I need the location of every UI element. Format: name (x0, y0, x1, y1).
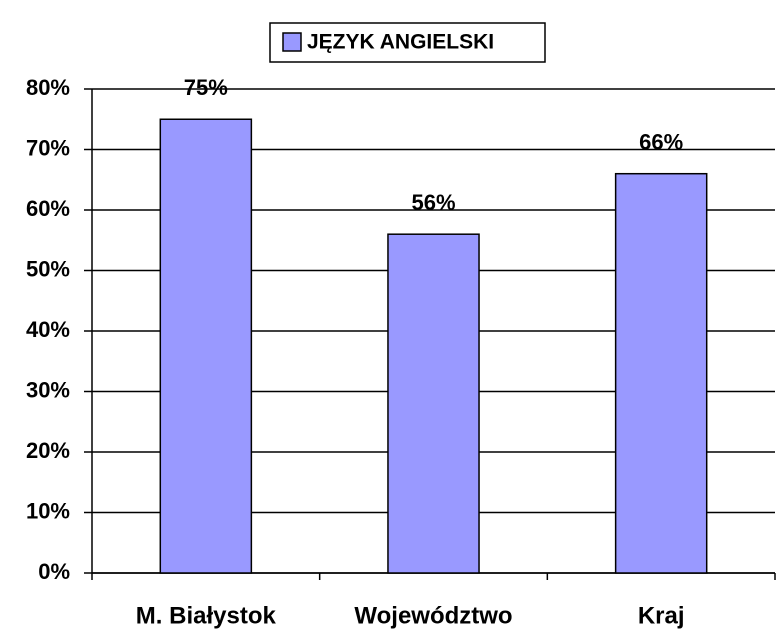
y-tick-label: 0% (38, 559, 70, 584)
y-tick-label: 10% (26, 498, 70, 523)
value-label: 56% (411, 190, 455, 215)
y-tick-label: 50% (26, 256, 70, 281)
bar (159, 118, 253, 574)
y-tick-label: 60% (26, 196, 70, 221)
value-label: 75% (184, 75, 228, 100)
value-label: 66% (639, 130, 683, 155)
bar (387, 233, 480, 574)
y-tick-label: 40% (26, 317, 70, 342)
bar (614, 172, 708, 574)
y-tick-label: 20% (26, 438, 70, 463)
x-tick-label: M. Białystok (136, 602, 277, 629)
legend-box (269, 22, 546, 63)
legend-swatch (282, 32, 302, 52)
y-tick-label: 30% (26, 377, 70, 402)
legend-label: JĘZYK ANGIELSKI (307, 31, 494, 54)
y-tick-label: 70% (26, 135, 70, 160)
x-tick-label: Kraj (638, 602, 685, 629)
x-tick-label: Województwo (354, 602, 512, 629)
y-tick-label: 80% (26, 75, 70, 100)
